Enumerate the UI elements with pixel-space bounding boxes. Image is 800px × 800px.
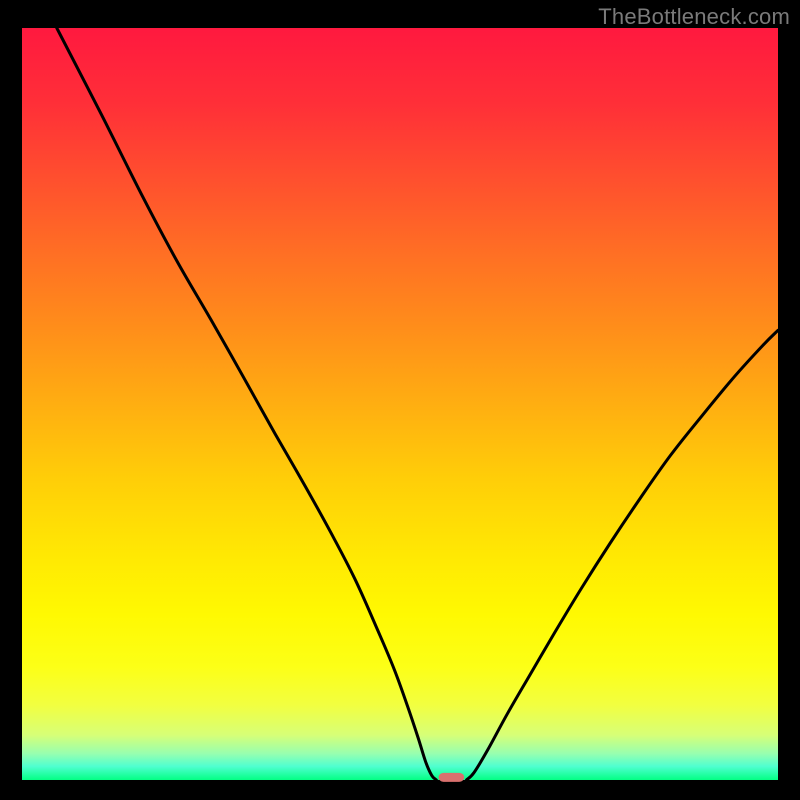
attribution-label: TheBottleneck.com bbox=[598, 4, 790, 30]
optimal-marker bbox=[439, 773, 465, 782]
plot-area bbox=[22, 28, 778, 780]
chart-container: TheBottleneck.com bbox=[0, 0, 800, 800]
bottleneck-chart bbox=[0, 0, 800, 800]
